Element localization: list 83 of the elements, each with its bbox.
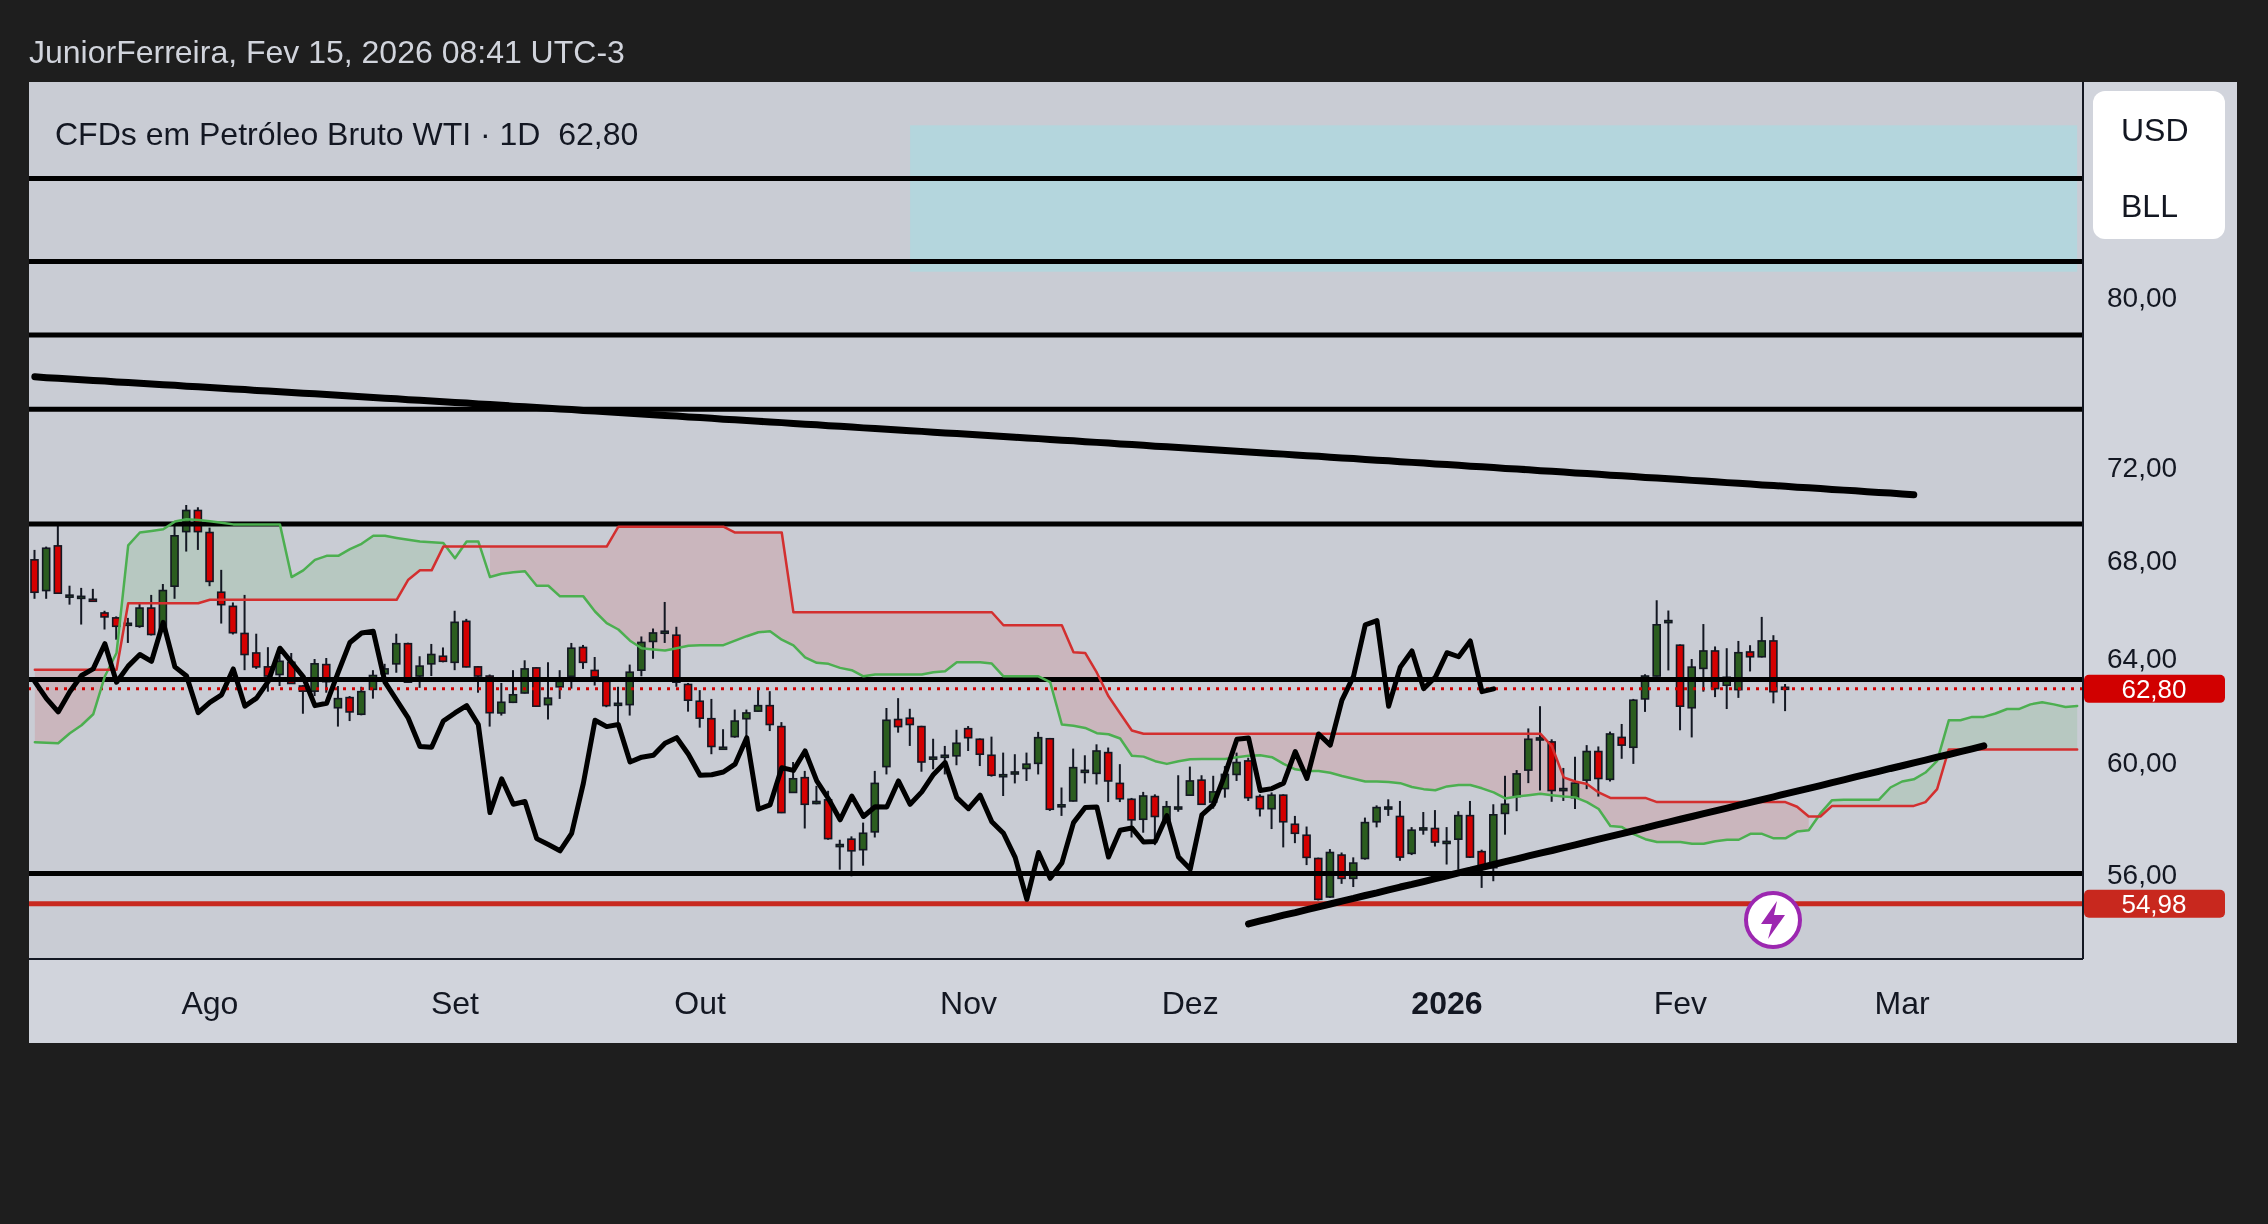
candlestick bbox=[1372, 804, 1381, 829]
candlestick bbox=[1454, 810, 1463, 871]
candlestick bbox=[1559, 766, 1568, 802]
y-tick-label: 60,00 bbox=[2107, 747, 2178, 779]
candlestick bbox=[952, 728, 961, 767]
x-tick-label: Ago bbox=[181, 985, 239, 1021]
unit-box: USD BLL bbox=[2093, 91, 2225, 239]
candlestick bbox=[648, 627, 658, 660]
candlestick bbox=[1664, 609, 1673, 672]
candlestick bbox=[1512, 769, 1521, 813]
ref-line-label: 54,98 bbox=[2121, 888, 2187, 919]
y-tick-label: 64,00 bbox=[2107, 642, 2178, 674]
candlestick bbox=[660, 600, 670, 644]
candlestick bbox=[1500, 774, 1510, 836]
candlestick bbox=[963, 725, 973, 752]
text: JuniorFerreira, Fev 15, 2026 08:41 UTC-3 bbox=[29, 34, 625, 70]
candlestick bbox=[753, 687, 763, 713]
candlestick bbox=[1418, 811, 1428, 836]
candlestick bbox=[765, 690, 775, 733]
y-tick-label: 72,00 bbox=[2107, 452, 2178, 484]
candlestick bbox=[1407, 826, 1416, 857]
candlestick bbox=[65, 584, 74, 606]
candlestick bbox=[1150, 793, 1160, 847]
candlestick bbox=[1699, 623, 1708, 693]
candlestick bbox=[356, 685, 366, 717]
candlestick bbox=[251, 632, 261, 670]
candlestick bbox=[578, 643, 588, 670]
candlestick bbox=[1057, 786, 1066, 817]
candlestick bbox=[1173, 774, 1183, 813]
candlestick bbox=[695, 689, 705, 729]
candlestick bbox=[975, 737, 985, 768]
candlestick bbox=[1757, 615, 1767, 659]
candlestick bbox=[1010, 753, 1020, 785]
candlestick bbox=[391, 632, 401, 674]
candlestick bbox=[718, 728, 728, 751]
candlestick bbox=[1255, 793, 1265, 818]
candlestick bbox=[497, 681, 506, 717]
candlestick bbox=[1185, 765, 1195, 797]
candlestick bbox=[240, 593, 249, 672]
candlestick bbox=[928, 737, 938, 771]
candlestick bbox=[508, 669, 518, 705]
candlestick bbox=[730, 708, 740, 739]
candlestick bbox=[1617, 722, 1626, 760]
candlestick bbox=[998, 751, 1008, 797]
candlestick bbox=[1115, 763, 1125, 804]
y-tick-label: 56,00 bbox=[2107, 858, 2178, 890]
candlestick bbox=[543, 661, 553, 721]
candlestick bbox=[905, 707, 915, 747]
x-tick-label: Mar bbox=[1874, 985, 1931, 1021]
candlestick bbox=[345, 695, 354, 723]
candlestick bbox=[1267, 791, 1276, 831]
candlestick bbox=[1138, 790, 1148, 834]
ref-line-label: 62,80 bbox=[2121, 673, 2187, 704]
text: CFDs em Petróleo Bruto WTI · 1D 62,80 bbox=[55, 116, 639, 152]
candlestick bbox=[1127, 796, 1136, 839]
x-tick-label: Dez bbox=[1161, 985, 1219, 1021]
candlestick bbox=[333, 685, 343, 728]
x-tick-label: 2026 bbox=[1411, 985, 1483, 1021]
candlestick bbox=[788, 761, 798, 794]
candlestick bbox=[415, 655, 424, 689]
candlestick bbox=[987, 735, 996, 778]
x-tick-label: Out bbox=[674, 985, 726, 1021]
y-tick-label: 68,00 bbox=[2107, 544, 2178, 576]
candlestick bbox=[275, 653, 284, 688]
candlestick bbox=[1022, 751, 1031, 782]
candlestick bbox=[135, 602, 144, 629]
candlestick bbox=[858, 821, 868, 867]
candlestick bbox=[1232, 751, 1241, 782]
candlestick bbox=[1745, 644, 1755, 673]
candlestick bbox=[1290, 814, 1300, 845]
candlestick bbox=[100, 609, 109, 631]
y-tick-label: 80,00 bbox=[2107, 282, 2178, 314]
candlestick bbox=[835, 838, 845, 871]
candlestick bbox=[1302, 825, 1311, 867]
candlestick bbox=[1442, 826, 1451, 866]
x-tick-label: Fev bbox=[1653, 985, 1708, 1021]
candlestick bbox=[427, 642, 436, 678]
x-tick-label: Nov bbox=[940, 985, 997, 1021]
x-tick-label: Set bbox=[430, 985, 480, 1021]
candlestick bbox=[1092, 743, 1101, 786]
candlestick bbox=[216, 568, 226, 625]
candlestick bbox=[1430, 809, 1440, 848]
candlestick bbox=[1535, 705, 1545, 792]
